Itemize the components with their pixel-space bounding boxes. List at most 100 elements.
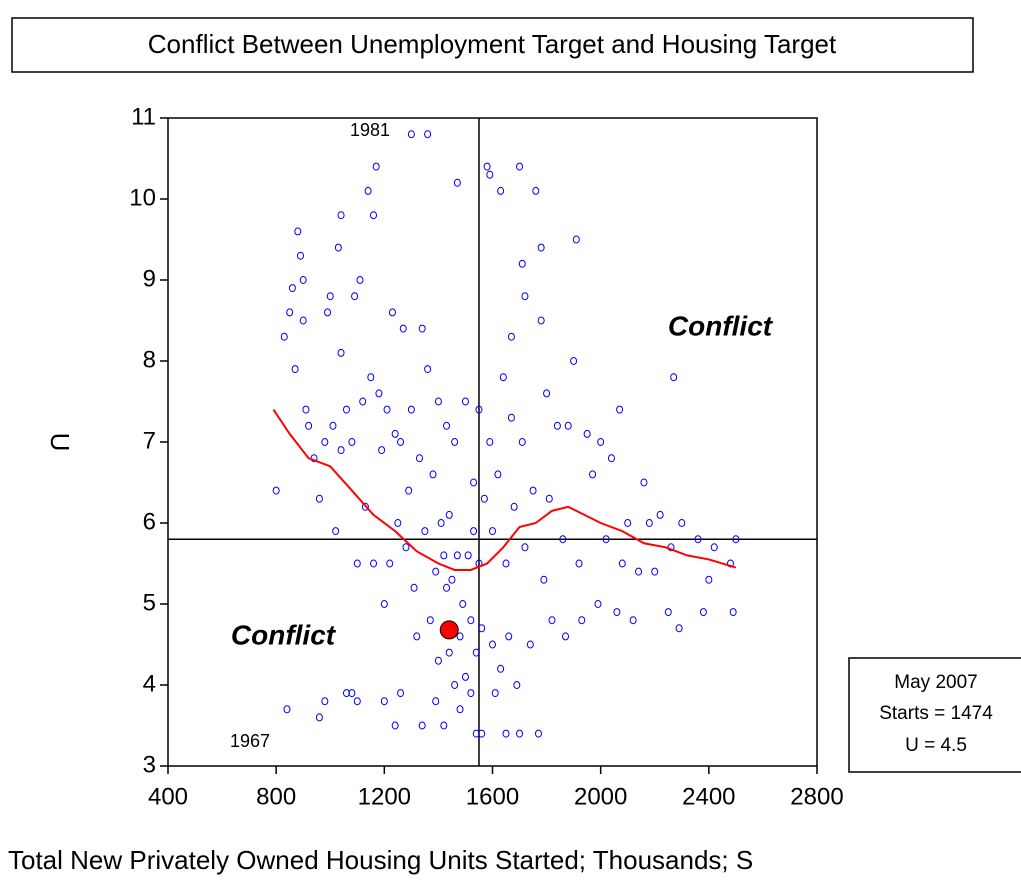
point (348, 689, 356, 698)
point (391, 721, 399, 730)
point (510, 502, 518, 511)
point (424, 130, 432, 139)
point (645, 519, 653, 527)
point (402, 543, 410, 552)
point (332, 527, 340, 536)
point (675, 624, 683, 633)
point (299, 276, 307, 284)
fit-line (272, 409, 737, 571)
y-axis-label: U (45, 433, 75, 452)
point (334, 243, 342, 252)
point (451, 438, 459, 446)
point (429, 470, 437, 479)
point (440, 721, 448, 730)
point (342, 405, 350, 414)
y-tick-label: 4 (143, 670, 156, 697)
point (456, 705, 464, 714)
point (280, 332, 288, 341)
point (397, 438, 405, 446)
point (532, 186, 540, 195)
point (575, 559, 583, 568)
point (288, 284, 296, 293)
point (407, 405, 415, 414)
point (315, 713, 323, 722)
point (553, 421, 561, 430)
point (607, 454, 615, 463)
y-tick-label: 3 (143, 751, 156, 778)
point (426, 616, 434, 625)
point (640, 478, 648, 487)
point (499, 373, 507, 382)
point (497, 186, 505, 195)
point (329, 421, 337, 430)
point (594, 600, 602, 608)
highlight-point (439, 620, 459, 640)
point (589, 470, 597, 479)
point (489, 527, 496, 536)
point (483, 162, 491, 171)
annotation: 1967 (230, 731, 270, 751)
x-tick-label: 1600 (466, 783, 519, 810)
point (502, 729, 510, 738)
point (635, 567, 643, 576)
point (670, 373, 678, 382)
point (437, 519, 445, 527)
point (283, 705, 291, 714)
point (694, 535, 702, 544)
point (537, 316, 545, 325)
point (361, 502, 369, 511)
y-tick-label: 5 (143, 589, 156, 616)
x-axis-label: Total New Privately Owned Housing Units … (8, 845, 753, 875)
point (516, 729, 524, 738)
point (370, 211, 378, 220)
point (507, 413, 515, 422)
point (570, 357, 578, 365)
point (729, 608, 737, 617)
point (375, 389, 383, 398)
y-tick-label: 10 (129, 184, 156, 211)
point (583, 429, 591, 438)
point (348, 438, 356, 446)
point (383, 405, 391, 414)
point (321, 438, 329, 446)
point (651, 567, 659, 576)
point (286, 308, 294, 317)
point (470, 478, 478, 487)
point (337, 348, 345, 357)
point (732, 535, 740, 544)
point (564, 421, 572, 430)
y-tick-label: 9 (143, 265, 156, 292)
point (399, 324, 407, 333)
point (467, 616, 475, 625)
point (491, 689, 499, 698)
point (502, 559, 510, 568)
point (326, 292, 334, 301)
point (559, 535, 567, 544)
point (726, 559, 734, 568)
point (445, 510, 453, 519)
point (572, 235, 580, 244)
point (448, 575, 456, 584)
x-tick-label: 2800 (790, 783, 843, 810)
point (478, 624, 486, 633)
point (461, 672, 469, 681)
point (315, 494, 323, 503)
point (664, 608, 672, 617)
point (413, 632, 421, 641)
point (324, 308, 332, 317)
point (453, 178, 461, 187)
point (459, 600, 467, 608)
point (434, 397, 442, 406)
point (467, 689, 475, 698)
point (537, 243, 545, 252)
point (291, 365, 299, 374)
point (353, 559, 361, 568)
point (370, 559, 378, 568)
point (656, 510, 664, 519)
point (424, 365, 432, 374)
point (394, 519, 402, 527)
point (432, 697, 440, 706)
x-tick-label: 1200 (358, 783, 411, 810)
point (410, 583, 418, 592)
point (321, 697, 329, 706)
